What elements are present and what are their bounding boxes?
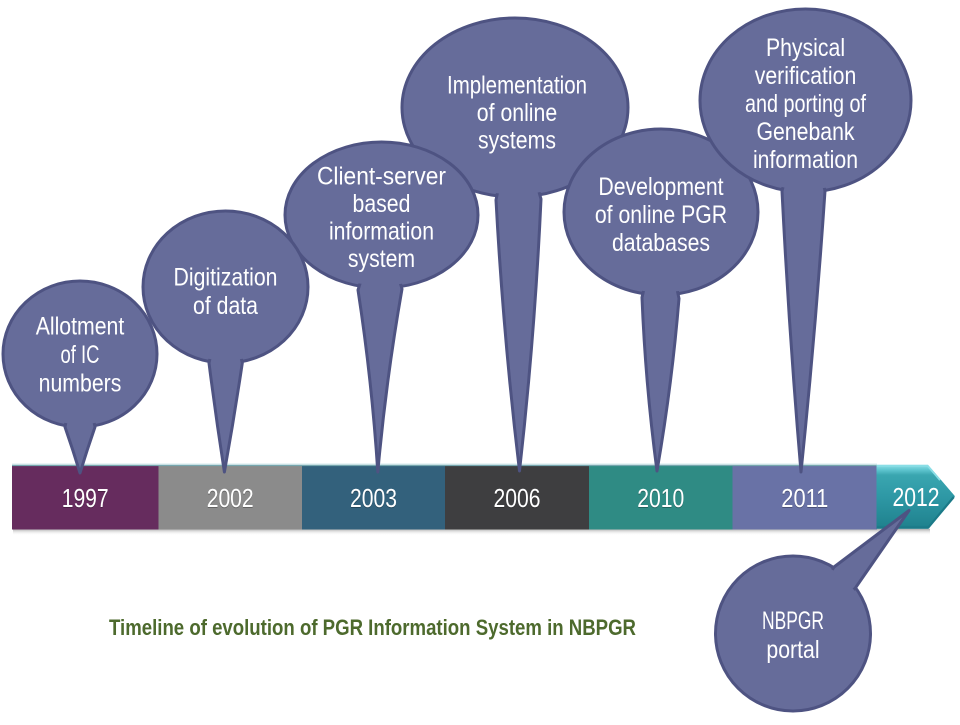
svg-text:Physical: Physical [766,34,845,62]
svg-text:of online PGR: of online PGR [595,201,727,229]
svg-text:2006: 2006 [494,485,541,513]
svg-text:of data: of data [193,292,258,320]
svg-text:NBPGR: NBPGR [762,607,824,635]
svg-text:of IC: of IC [61,341,100,369]
svg-text:numbers: numbers [39,370,122,398]
svg-text:2010: 2010 [637,486,684,514]
svg-text:Timeline of evolution of PGR I: Timeline of evolution of PGR Information… [109,615,636,640]
svg-text:of online: of online [477,99,557,127]
svg-text:system: system [348,245,415,273]
svg-text:2003: 2003 [350,486,397,514]
svg-text:information: information [753,146,858,174]
svg-text:systems: systems [478,127,556,155]
svg-text:and porting of: and porting of [745,90,866,118]
svg-text:Implementation: Implementation [447,72,587,100]
svg-text:2012: 2012 [893,484,940,512]
svg-text:2011: 2011 [781,485,828,513]
svg-text:Allotment: Allotment [36,313,125,341]
svg-text:Client-server: Client-server [317,163,446,191]
svg-text:portal: portal [766,636,819,664]
svg-text:based: based [353,190,411,218]
svg-text:1997: 1997 [62,486,109,514]
svg-text:Genebank: Genebank [756,118,855,146]
svg-text:Digitization: Digitization [174,264,278,292]
svg-text:1997: 1997 [62,485,109,513]
svg-text:2002: 2002 [207,485,254,513]
svg-text:2011: 2011 [781,486,828,514]
svg-text:2003: 2003 [350,485,397,513]
svg-text:2002: 2002 [207,486,254,514]
svg-text:2006: 2006 [494,486,541,514]
svg-text:verification: verification [755,62,857,90]
svg-text:databases: databases [612,229,710,257]
svg-text:information: information [329,218,434,246]
svg-text:Development: Development [598,173,723,201]
svg-text:2010: 2010 [637,485,684,513]
